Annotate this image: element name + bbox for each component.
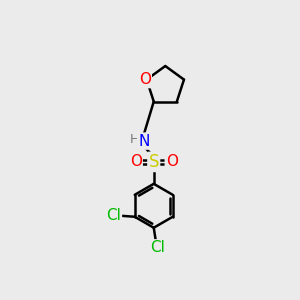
Text: S: S	[148, 153, 159, 171]
Text: O: O	[166, 154, 178, 169]
Text: O: O	[130, 154, 142, 169]
Text: Cl: Cl	[106, 208, 121, 223]
Text: H: H	[130, 133, 139, 146]
Text: N: N	[138, 134, 149, 148]
Text: O: O	[139, 72, 151, 87]
Text: Cl: Cl	[150, 240, 165, 255]
